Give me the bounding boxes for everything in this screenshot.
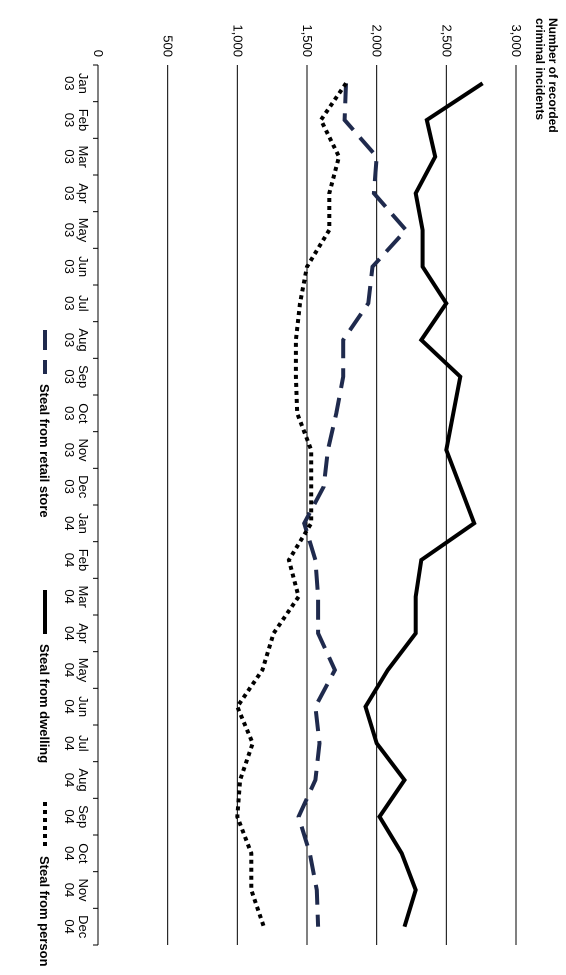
y-tick-label: 3,000 xyxy=(509,24,524,57)
x-tick-label-year: 04 xyxy=(62,883,77,897)
x-tick-label-month: Nov xyxy=(76,438,91,462)
y-axis-ticks: 0 500 1,000 1,500 2,000 2,500 3,000 xyxy=(91,24,524,57)
x-tick-label-year: 04 xyxy=(62,773,77,787)
x-tick-label-year: 03 xyxy=(62,443,77,457)
x-tick-label-month: Jul xyxy=(76,295,91,312)
x-tick-label-year: 04 xyxy=(62,846,77,860)
x-tick-label-year: 03 xyxy=(62,149,77,163)
x-tick-label-year: 03 xyxy=(62,479,77,493)
y-tick-label: 1,000 xyxy=(230,24,245,57)
x-tick-label-year: 04 xyxy=(62,663,77,677)
series-line-1 xyxy=(363,81,484,928)
gridlines xyxy=(167,65,517,945)
x-tick-label-month: Mar xyxy=(76,145,91,168)
x-tick-label-month: Feb xyxy=(76,109,91,131)
y-axis-title-line-2: criminal incidents xyxy=(533,18,547,120)
y-axis-title: Number of recorded criminal incidents xyxy=(533,18,560,133)
x-tick-label-month: May xyxy=(76,658,91,683)
x-tick-label-month: Sep xyxy=(76,805,91,828)
legend-label-2: Steal from person xyxy=(37,856,52,967)
x-tick-label-month: Dec xyxy=(76,915,91,939)
x-tick-label-year: 03 xyxy=(62,113,77,127)
series-line-2 xyxy=(235,82,348,928)
x-tick-label-month: Jun xyxy=(76,696,91,717)
x-tick-label-month: Jul xyxy=(76,735,91,752)
x-tick-label-month: Jan xyxy=(76,513,91,534)
y-tick-label: 0 xyxy=(91,50,106,57)
x-tick-label-year: 03 xyxy=(62,333,77,347)
x-tick-label-month: Apr xyxy=(76,623,91,644)
x-tick-label-year: 03 xyxy=(62,406,77,420)
x-tick-label-month: Jun xyxy=(76,256,91,277)
y-tick-label: 2,500 xyxy=(439,24,454,57)
x-tick-label-month: Apr xyxy=(76,183,91,204)
x-axis xyxy=(93,64,99,946)
x-tick-label-month: Jan xyxy=(76,73,91,94)
x-tick-label-year: 04 xyxy=(62,736,77,750)
x-axis-ticks: Jan03Feb03Mar03Apr03May03Jun03Jul03Aug03… xyxy=(62,73,91,939)
x-tick-label-year: 04 xyxy=(62,516,77,530)
x-tick-label-year: 04 xyxy=(62,699,77,713)
legend: Steal from retail store Steal from dwelli… xyxy=(37,330,52,967)
x-tick-label-year: 03 xyxy=(62,76,77,90)
x-tick-label-month: Dec xyxy=(76,475,91,499)
legend-label-0: Steal from retail store xyxy=(37,384,52,518)
x-tick-label-year: 04 xyxy=(62,626,77,640)
x-tick-label-month: Nov xyxy=(76,878,91,902)
x-tick-label-month: Mar xyxy=(76,585,91,608)
x-tick-label-year: 04 xyxy=(62,589,77,603)
x-tick-label-year: 04 xyxy=(62,809,77,823)
x-tick-label-month: Sep xyxy=(76,365,91,388)
x-tick-label-month: Aug xyxy=(76,768,91,791)
series-lines xyxy=(235,81,484,928)
x-tick-label-year: 03 xyxy=(62,296,77,310)
legend-label-1: Steal from dwelling xyxy=(37,644,52,763)
x-tick-label-year: 03 xyxy=(62,223,77,237)
y-tick-label: 2,000 xyxy=(370,24,385,57)
x-tick-label-year: 03 xyxy=(62,186,77,200)
series-line-0 xyxy=(296,83,409,927)
x-tick-label-month: Oct xyxy=(76,403,91,424)
x-tick-label-year: 03 xyxy=(62,259,77,273)
x-tick-label-year: 04 xyxy=(62,553,77,567)
x-tick-label-month: Feb xyxy=(76,549,91,571)
x-tick-label-year: 03 xyxy=(62,369,77,383)
x-tick-label-month: May xyxy=(76,218,91,243)
x-tick-label-year: 04 xyxy=(62,919,77,933)
x-tick-label-month: Aug xyxy=(76,328,91,351)
y-axis-title-line-1: Number of recorded xyxy=(546,18,560,133)
x-tick-label-month: Oct xyxy=(76,843,91,864)
y-tick-label: 500 xyxy=(161,35,176,57)
y-tick-label: 1,500 xyxy=(300,24,315,57)
